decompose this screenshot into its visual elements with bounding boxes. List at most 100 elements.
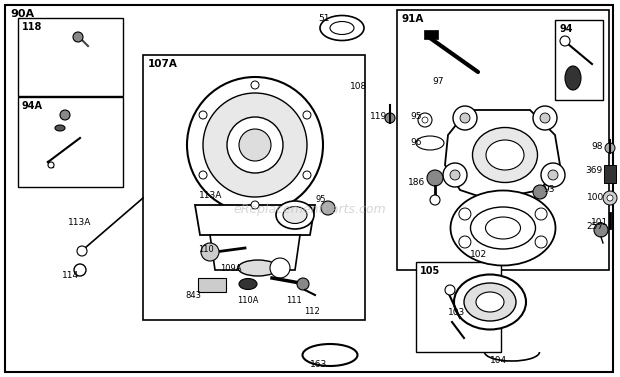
Text: 98: 98 (591, 142, 603, 151)
Text: 90A: 90A (10, 9, 34, 19)
Bar (18, 97, 123, 187)
Bar (143, 55, 365, 320)
Text: 113A: 113A (68, 218, 91, 227)
Circle shape (541, 163, 565, 187)
Ellipse shape (55, 125, 65, 131)
Circle shape (270, 258, 290, 278)
Circle shape (430, 195, 440, 205)
Ellipse shape (476, 292, 504, 312)
Ellipse shape (239, 279, 257, 290)
Text: 113A: 113A (198, 191, 222, 200)
Text: 111: 111 (286, 296, 302, 305)
Text: 369: 369 (585, 166, 602, 175)
Ellipse shape (451, 190, 556, 265)
Circle shape (603, 191, 617, 205)
Text: 108: 108 (350, 82, 367, 91)
Text: 118: 118 (22, 22, 42, 32)
Text: 110: 110 (198, 245, 214, 254)
Bar (198, 278, 226, 292)
Circle shape (535, 208, 547, 220)
Circle shape (303, 171, 311, 179)
Ellipse shape (486, 140, 524, 170)
Circle shape (535, 236, 547, 248)
Circle shape (201, 243, 219, 261)
Text: 110A: 110A (237, 296, 259, 305)
Circle shape (459, 236, 471, 248)
Text: 94A: 94A (22, 101, 43, 111)
Circle shape (251, 81, 259, 89)
Text: 104: 104 (490, 356, 507, 365)
Polygon shape (195, 205, 315, 235)
Circle shape (443, 163, 467, 187)
Circle shape (199, 111, 207, 119)
Text: 95: 95 (410, 112, 422, 121)
Bar (604, 165, 616, 183)
Text: 107A: 107A (148, 59, 178, 69)
Text: 843: 843 (185, 291, 201, 300)
Circle shape (418, 113, 432, 127)
Circle shape (60, 110, 70, 120)
Circle shape (239, 129, 271, 161)
Text: 109A: 109A (220, 264, 242, 273)
Text: 100: 100 (587, 193, 604, 202)
Circle shape (607, 195, 613, 201)
Polygon shape (210, 235, 300, 270)
Circle shape (303, 111, 311, 119)
Circle shape (605, 143, 615, 153)
Circle shape (203, 93, 307, 197)
Circle shape (427, 170, 443, 186)
Circle shape (199, 171, 207, 179)
Circle shape (594, 223, 608, 237)
Text: 112: 112 (304, 307, 320, 316)
Circle shape (445, 285, 455, 295)
Text: 101: 101 (591, 218, 608, 227)
Circle shape (540, 113, 550, 123)
Circle shape (533, 185, 547, 199)
Bar (555, 20, 603, 100)
Circle shape (385, 113, 395, 123)
Circle shape (422, 117, 428, 123)
Circle shape (251, 201, 259, 209)
Ellipse shape (472, 127, 538, 182)
Circle shape (187, 77, 323, 213)
Circle shape (73, 32, 83, 42)
Bar (397, 10, 609, 270)
Text: 186: 186 (408, 178, 425, 187)
Circle shape (453, 106, 477, 130)
Text: 51: 51 (318, 14, 329, 23)
Text: 257: 257 (586, 222, 603, 231)
Text: 97: 97 (432, 77, 443, 86)
Circle shape (227, 117, 283, 173)
Circle shape (297, 278, 309, 290)
Text: eReplacementParts.com: eReplacementParts.com (234, 204, 386, 216)
Ellipse shape (471, 207, 536, 249)
Polygon shape (445, 110, 560, 200)
Ellipse shape (485, 217, 521, 239)
Circle shape (450, 170, 460, 180)
Text: 95: 95 (316, 195, 327, 204)
Text: 102: 102 (470, 250, 487, 259)
Circle shape (560, 36, 570, 46)
Circle shape (77, 246, 87, 256)
Circle shape (74, 264, 86, 276)
Text: 94: 94 (559, 24, 572, 34)
Ellipse shape (416, 136, 444, 150)
Ellipse shape (238, 260, 278, 276)
Circle shape (533, 106, 557, 130)
Text: 119: 119 (370, 112, 388, 121)
Ellipse shape (464, 283, 516, 321)
Circle shape (321, 201, 335, 215)
Bar (416, 262, 501, 352)
Text: 114: 114 (62, 271, 79, 280)
Text: 105: 105 (420, 266, 440, 276)
Ellipse shape (454, 274, 526, 329)
Text: 103: 103 (448, 308, 465, 317)
Text: 93: 93 (543, 185, 554, 194)
Circle shape (48, 162, 54, 168)
Circle shape (459, 208, 471, 220)
Text: 163: 163 (310, 360, 327, 369)
Text: 96: 96 (410, 138, 422, 147)
Ellipse shape (565, 66, 581, 90)
Bar (18, 18, 123, 96)
Ellipse shape (276, 201, 314, 229)
